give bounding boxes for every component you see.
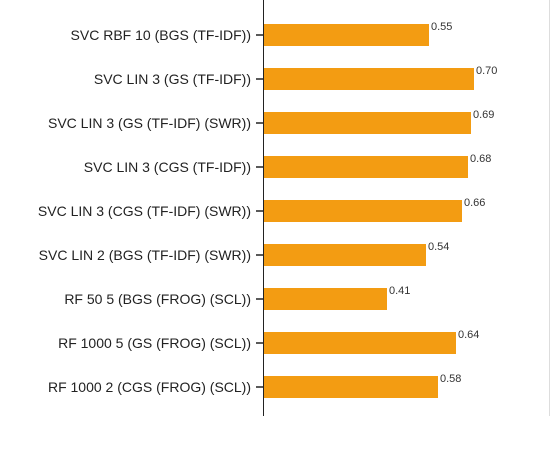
value-label: 0.58	[440, 373, 461, 385]
value-label: 0.55	[431, 21, 452, 33]
value-label: 0.66	[464, 197, 485, 209]
category-label: RF 1000 5 (GS (FROG) (SCL))	[58, 335, 251, 351]
bar	[264, 244, 426, 266]
bar	[264, 376, 438, 398]
category-label: SVC LIN 2 (BGS (TF-IDF) (SWR))	[39, 247, 251, 263]
value-label: 0.41	[389, 285, 410, 297]
value-label: 0.54	[428, 241, 449, 253]
bar	[264, 200, 462, 222]
category-label: SVC LIN 3 (GS (TF-IDF) (SWR))	[48, 115, 251, 131]
value-label: 0.69	[473, 109, 494, 121]
category-label: RF 1000 2 (CGS (FROG) (SCL))	[48, 379, 251, 395]
bar	[264, 112, 471, 134]
value-label: 0.68	[470, 153, 491, 165]
value-label: 0.64	[458, 329, 479, 341]
bar	[264, 24, 429, 46]
bar	[264, 332, 456, 354]
bar	[264, 288, 387, 310]
category-label: SVC RBF 10 (BGS (TF-IDF))	[71, 27, 251, 43]
value-label: 0.70	[476, 65, 497, 77]
bar	[264, 156, 468, 178]
y-ticks-group	[256, 34, 264, 388]
bars-group	[264, 24, 474, 398]
category-label: SVC LIN 3 (GS (TF-IDF))	[94, 71, 251, 87]
value-labels-group: 0.55 0.70 0.69 0.68 0.66 0.54 0.41 0.64 0.58	[389, 21, 497, 385]
bar	[264, 68, 474, 90]
category-label: RF 50 5 (BGS (FROG) (SCL))	[64, 291, 251, 307]
category-label: SVC LIN 3 (CGS (TF-IDF))	[84, 159, 251, 175]
category-labels-group: SVC RBF 10 (BGS (TF-IDF)) SVC LIN 3 (GS (…	[38, 27, 251, 395]
category-label: SVC LIN 3 (CGS (TF-IDF) (SWR))	[38, 203, 251, 219]
